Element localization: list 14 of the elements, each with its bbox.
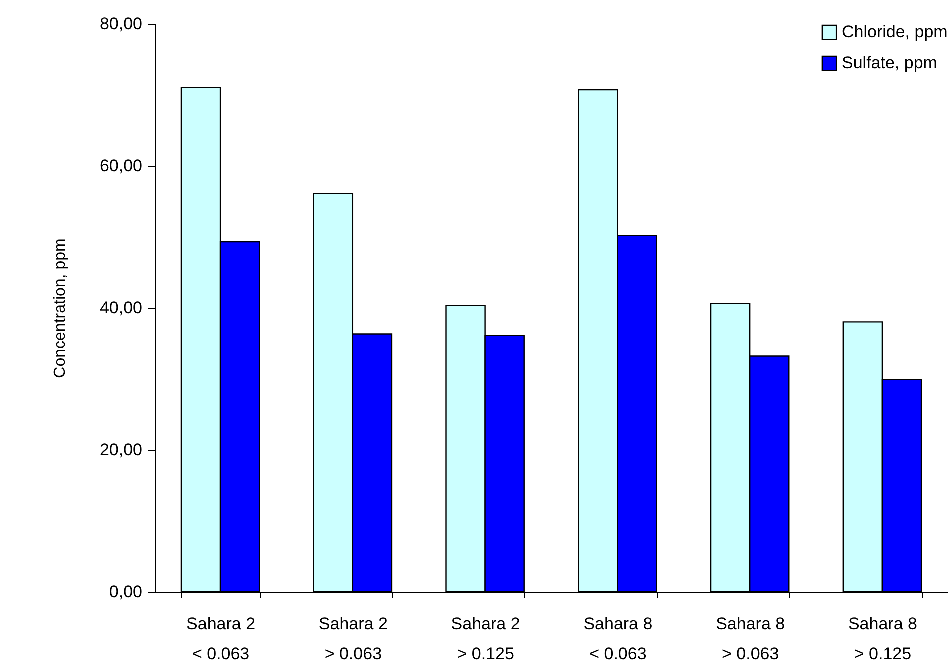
y-tick-label: 40,00 [100, 298, 142, 318]
x-tick-label: Sahara 8 > 0.125 [848, 614, 918, 664]
x-tick-label: Sahara 8 > 0.063 [716, 614, 786, 664]
x-tick-label: Sahara 2 < 0.063 [186, 614, 256, 664]
y-tick-label: 0,00 [109, 582, 142, 602]
legend-label: Chloride, ppm [842, 22, 948, 42]
x-tick-label: Sahara 8 < 0.063 [584, 614, 653, 664]
y-axis-title: Concentration, ppm [52, 238, 69, 378]
y-tick-label: 20,00 [100, 440, 142, 460]
y-tick-label: 60,00 [100, 156, 142, 176]
x-tick-label: Sahara 2 > 0.125 [451, 614, 520, 664]
y-tick-label: 80,00 [100, 14, 142, 34]
legend-label: Sulfate, ppm [842, 54, 938, 72]
x-tick-label: Sahara 2 > 0.063 [318, 614, 388, 664]
